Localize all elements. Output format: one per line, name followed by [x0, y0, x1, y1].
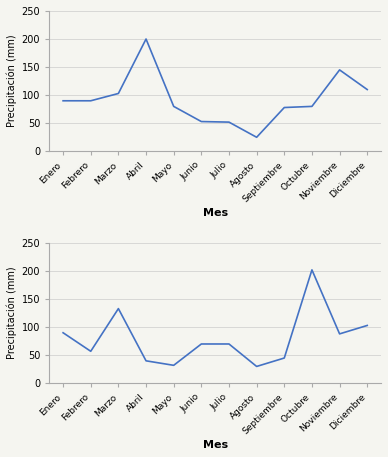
- Y-axis label: Precipitación (mm): Precipitación (mm): [7, 35, 17, 128]
- Y-axis label: Precipitación (mm): Precipitación (mm): [7, 267, 17, 359]
- X-axis label: Mes: Mes: [203, 208, 228, 218]
- X-axis label: Mes: Mes: [203, 440, 228, 450]
